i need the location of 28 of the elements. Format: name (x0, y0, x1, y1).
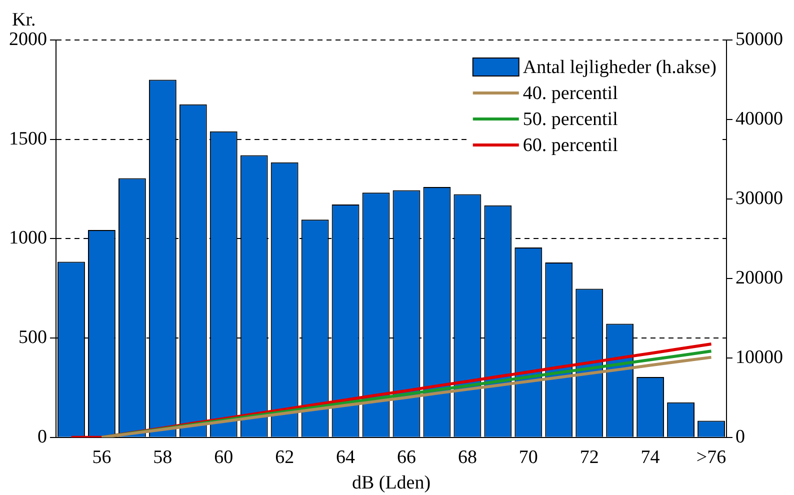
y-tick-label: 1000 (9, 228, 47, 249)
x-axis-title: dB (Lden) (352, 472, 431, 494)
legend-label: 60. percentil (522, 134, 618, 156)
y-axis-title: Kr. (12, 9, 36, 30)
legend-label: 50. percentil (522, 108, 618, 130)
y2-tick-label: 40000 (736, 108, 783, 130)
x-tick-label: 62 (275, 446, 294, 468)
y2-tick-label: 30000 (736, 188, 783, 209)
y-tick-label: 1500 (9, 128, 47, 150)
y-tick-label: 2000 (9, 28, 47, 50)
y2-tick-label: 10000 (736, 346, 783, 368)
y2-tick-label: 20000 (736, 267, 783, 288)
y-tick-label: 0 (38, 426, 47, 448)
x-tick-label: 72 (580, 446, 599, 468)
y-tick-label: 500 (18, 327, 47, 348)
x-tick-label: 66 (396, 446, 416, 468)
x-tick-label: >76 (696, 446, 726, 468)
x-tick-label: 56 (92, 446, 112, 468)
x-tick-label: 64 (336, 446, 356, 468)
x-tick-label: 58 (153, 446, 172, 468)
x-tick-label: 70 (518, 446, 538, 468)
x-tick-label: 74 (640, 446, 660, 468)
legend-label: Antal lejligheder (h.akse) (522, 56, 717, 78)
x-tick-label: 68 (458, 446, 477, 468)
x-tick-label: 60 (214, 446, 234, 468)
legend-label: 40. percentil (522, 82, 618, 104)
y2-tick-label: 0 (736, 426, 745, 448)
y2-tick-label: 50000 (736, 28, 783, 50)
